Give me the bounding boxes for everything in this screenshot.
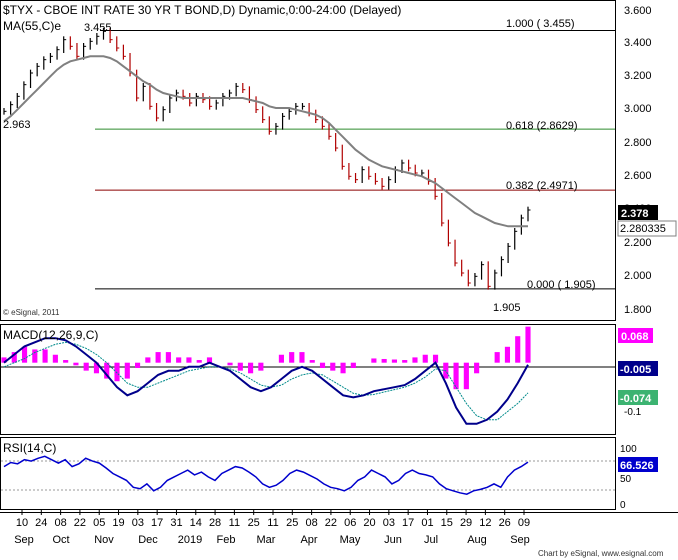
x-day-label: 19 [112, 517, 124, 529]
y-tick-label: 2.200 [624, 237, 652, 249]
x-month-label: Dec [138, 534, 158, 546]
x-month-label: Mar [257, 534, 276, 546]
ma-value-tag: 2.280335 [620, 223, 666, 235]
x-day-label: 26 [499, 517, 511, 529]
ma-label: MA(55,C)e [3, 19, 61, 33]
fib-levels [95, 30, 615, 290]
x-day-label: 01 [421, 517, 433, 529]
y-tick-label: 2.000 [624, 270, 652, 282]
price-bars [3, 28, 531, 290]
fib-label-1000: 1.000 ( 3.455) [506, 18, 575, 30]
macd-signal-line [3, 341, 529, 421]
macd-signal-tag-bg [618, 390, 658, 405]
y-tick-label: 2.600 [624, 170, 652, 182]
fib-label-0618: 0.618 (2.8629) [506, 120, 578, 132]
x-day-label: 08 [54, 517, 66, 529]
rsi-panel-frame [0, 437, 616, 510]
x-day-label: 14 [190, 517, 202, 529]
x-month-label: Feb [217, 534, 236, 546]
x-day-ticks: 10 24 08 22 05 19 03 17 31 14 28 11 25 11 25 08 22 06 20 03… [16, 510, 530, 529]
x-day-label: 06 [344, 517, 356, 529]
x-day-label: 20 [363, 517, 375, 529]
ma-value-tag-bg [617, 220, 677, 237]
macd-label: MACD(12,26,9,C) [3, 328, 98, 342]
footer-credit: Chart by eSignal, www.esignal.com [538, 549, 664, 558]
x-day-label: 24 [35, 517, 47, 529]
x-day-label: 03 [132, 517, 144, 529]
x-month-label: Sep [510, 534, 530, 546]
rsi-value-tag: 66.526 [620, 460, 654, 472]
chart-title: $TYX - CBOE INT RATE 30 YR T BOND,D) Dyn… [3, 3, 401, 17]
x-day-label: 09 [518, 517, 530, 529]
y-tick-label: 3.200 [624, 70, 652, 82]
high-annotation: 3.455 [84, 22, 112, 34]
x-day-label: 15 [441, 517, 453, 529]
x-month-label: May [340, 534, 361, 546]
x-day-label: 22 [74, 517, 86, 529]
rsi-label: RSI(14,C) [3, 441, 56, 455]
macd-value-tag: -0.005 [620, 364, 651, 376]
fib-label-0000: 0.000 ( 1.905) [527, 279, 596, 291]
x-month-label: Apr [300, 534, 317, 546]
x-day-label: 10 [16, 517, 28, 529]
price-y-axis: 3.600 3.400 3.200 3.000 2.800 2.600 2.40… [624, 5, 652, 316]
y-tick-label: 3.400 [624, 37, 652, 49]
rsi-y-tick: 100 [620, 444, 637, 455]
x-day-label: 28 [209, 517, 221, 529]
macd-signal-tag: -0.074 [620, 393, 652, 405]
x-day-label: 25 [286, 517, 298, 529]
x-month-label: Jun [384, 534, 402, 546]
fib-label-0382: 0.382 (2.4971) [506, 180, 578, 192]
x-day-label: 11 [229, 517, 240, 529]
rsi-y-tick: 50 [620, 474, 632, 485]
x-day-label: 17 [402, 517, 414, 529]
macd-panel-frame [0, 324, 616, 435]
y-tick-label: 1.800 [624, 304, 652, 316]
x-month-label: Nov [94, 534, 114, 546]
last-price-tag: 2.378 [621, 208, 649, 220]
x-month-ticks: Sep Oct Nov Dec 2019 Feb Mar Apr May Jun Jul Aug Sep [14, 534, 530, 546]
rsi-line [3, 455, 529, 495]
x-day-label: 05 [93, 517, 105, 529]
start-annotation: 2.963 [3, 119, 31, 131]
x-day-label: 29 [460, 517, 472, 529]
x-day-label: 03 [383, 517, 395, 529]
last-price-tag-bg [618, 205, 658, 220]
price-panel-frame [0, 0, 616, 321]
x-day-label: 17 [151, 517, 163, 529]
low-annotation: 1.905 [493, 302, 521, 314]
x-month-label: Aug [467, 534, 487, 546]
rsi-y-tick: 0 [620, 500, 626, 511]
macd-y-tick: -0.1 [624, 407, 642, 418]
x-month-label: Jul [424, 534, 438, 546]
y-tick-label: 2.800 [624, 137, 652, 149]
x-month-label: Sep [14, 534, 34, 546]
y-tick-label: 3.000 [624, 103, 652, 115]
ma-line [3, 55, 528, 228]
macd-hist-tag: 0.068 [621, 331, 649, 343]
y-tick-label: 3.600 [624, 5, 652, 17]
x-day-label: 22 [325, 517, 337, 529]
x-day-label: 08 [305, 517, 317, 529]
macd-hist-tag-bg [618, 328, 653, 343]
copyright-annotation: © eSignal, 2011 [3, 308, 60, 317]
x-day-label: 11 [267, 517, 278, 529]
x-month-label: 2019 [178, 534, 202, 546]
x-day-label: 25 [248, 517, 260, 529]
macd-value-tag-bg [618, 361, 658, 376]
x-day-label: 12 [479, 517, 491, 529]
x-month-label: Oct [52, 534, 69, 546]
macd-line [3, 337, 529, 425]
rsi-value-tag-bg [618, 457, 658, 472]
x-day-label: 31 [170, 517, 182, 529]
